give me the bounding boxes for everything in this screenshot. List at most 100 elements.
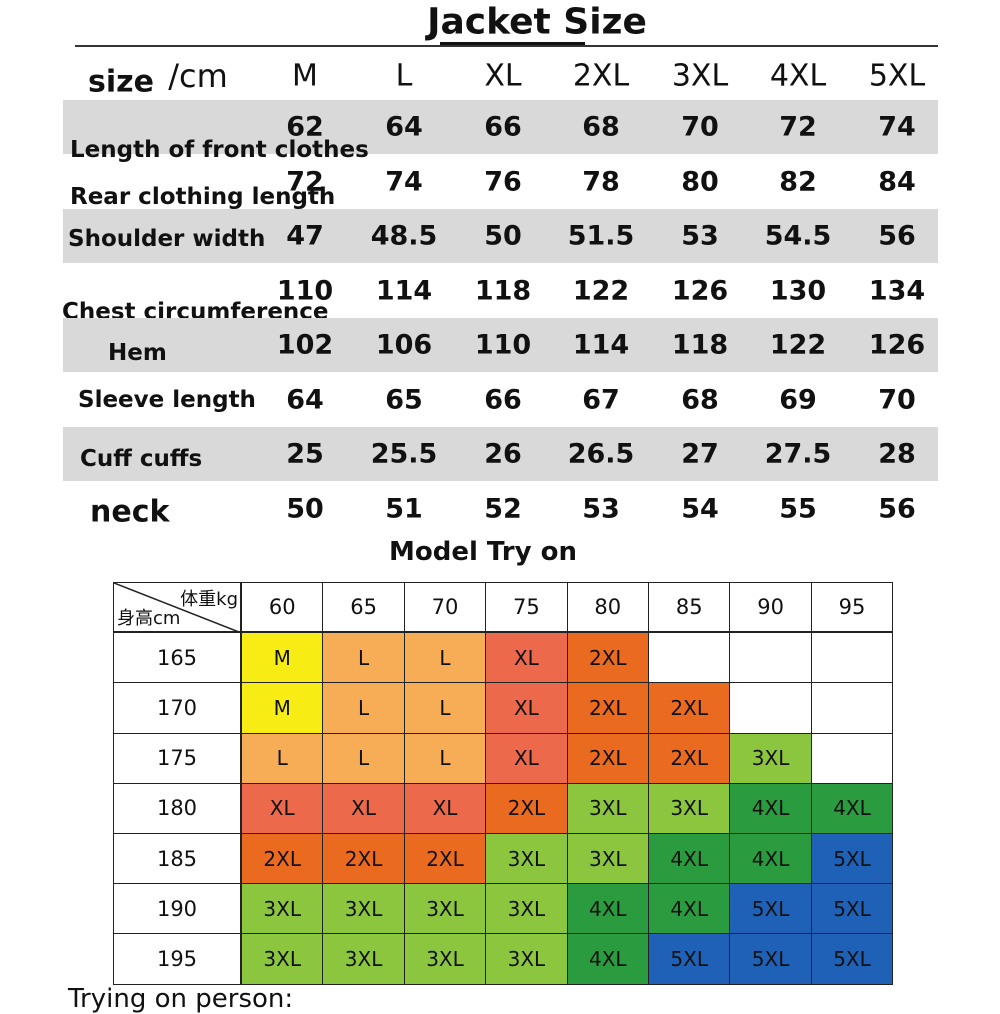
height-label: 身高cm: [117, 608, 181, 630]
size-cell: 2XL: [322, 833, 405, 885]
size-cell: 3XL: [322, 933, 405, 985]
row-label: Hem: [108, 340, 167, 366]
height-header: 185: [113, 833, 241, 885]
size-header: XL: [484, 58, 522, 94]
row-label: Cuff cuffs: [80, 446, 203, 472]
row-value: 27: [681, 438, 719, 470]
size-cell: 3XL: [322, 883, 405, 935]
title-rule: [75, 45, 938, 47]
row-value: 118: [474, 275, 532, 306]
weight-header: 95: [810, 582, 894, 633]
weight-header: 90: [729, 582, 812, 633]
size-label: size: [88, 64, 154, 100]
row-value: 26: [484, 438, 522, 470]
row-value: 27.5: [764, 438, 832, 470]
size-cell: XL: [485, 682, 568, 734]
size-cell: 3XL: [485, 833, 568, 885]
row-value: 53: [582, 493, 620, 524]
row-value: 110: [276, 275, 334, 306]
row-value: 25: [286, 438, 324, 470]
row-value: 50: [286, 493, 324, 524]
size-header: 2XL: [572, 58, 630, 94]
size-cell: 2XL: [566, 682, 649, 734]
row-value: 47: [286, 220, 324, 252]
size-cell: L: [403, 632, 487, 684]
row-value: 54.5: [764, 220, 832, 252]
weight-header: 75: [485, 582, 568, 633]
row-stripe: [63, 100, 938, 154]
row-value: 48.5: [370, 220, 438, 252]
size-cell: 3XL: [403, 933, 487, 985]
size-cell: 5XL: [810, 833, 894, 885]
corner-cell: 体重kg 身高cm: [113, 582, 242, 634]
size-cell: [810, 732, 894, 784]
model-title: Model Try on: [388, 537, 578, 567]
size-cell: L: [403, 682, 487, 734]
height-header: 180: [113, 782, 241, 834]
size-cell: XL: [403, 782, 487, 834]
row-value: 28: [878, 438, 916, 470]
row-value: 56: [878, 493, 916, 524]
row-value: 68: [681, 384, 719, 415]
size-cell: 3XL: [566, 782, 649, 834]
size-header: 4XL: [769, 58, 827, 94]
size-cell: 5XL: [810, 883, 894, 935]
row-value: 54: [681, 493, 719, 524]
row-value: 52: [484, 493, 522, 524]
size-cell: M: [241, 632, 324, 684]
unit-label: /cm: [168, 57, 228, 95]
weight-header: 70: [403, 582, 487, 633]
row-label: Sleeve length: [78, 387, 256, 413]
size-cell: 4XL: [729, 833, 812, 885]
row-value: 55: [779, 493, 817, 524]
size-cell: L: [241, 732, 324, 784]
title-underline: [440, 42, 585, 45]
size-cell: L: [403, 732, 487, 784]
row-value: 64: [286, 384, 324, 415]
weight-header: 80: [566, 582, 649, 633]
size-cell: 2XL: [566, 632, 649, 684]
size-cell: 4XL: [566, 933, 649, 985]
row-value: 53: [681, 220, 719, 252]
size-cell: 5XL: [729, 883, 812, 935]
weight-header: 65: [322, 582, 405, 633]
size-cell: [729, 682, 812, 734]
size-cell: 3XL: [485, 933, 568, 985]
size-cell: L: [322, 732, 405, 784]
row-value: 70: [878, 384, 916, 415]
size-cell: 3XL: [241, 883, 324, 935]
row-value: 118: [671, 329, 729, 361]
row-value: 51.5: [567, 220, 635, 252]
row-value: 56: [878, 220, 916, 252]
row-value: 126: [868, 329, 926, 361]
row-stripe: [63, 318, 938, 372]
row-value: 74: [385, 166, 423, 197]
row-value: 62: [286, 111, 324, 143]
row-value: 72: [779, 111, 817, 143]
size-cell: [810, 632, 894, 684]
size-cell: XL: [241, 782, 324, 834]
row-label: Length of front clothes: [70, 137, 369, 163]
height-header: 190: [113, 883, 241, 935]
size-cell: 5XL: [648, 933, 731, 985]
weight-header: 85: [648, 582, 731, 633]
row-label: neck: [90, 494, 170, 530]
size-cell: XL: [485, 732, 568, 784]
size-header: L: [395, 58, 413, 94]
size-cell: 3XL: [729, 732, 812, 784]
size-cell: [729, 632, 812, 684]
row-value: 82: [779, 166, 817, 197]
row-value: 50: [484, 220, 522, 252]
row-value: 69: [779, 384, 817, 415]
size-cell: 3XL: [648, 782, 731, 834]
size-header: M: [292, 58, 318, 94]
row-value: 64: [385, 111, 423, 143]
row-value: 65: [385, 384, 423, 415]
row-label: Rear clothing length: [70, 184, 336, 210]
corner-diagonal: [114, 583, 242, 634]
size-cell: L: [322, 682, 405, 734]
row-value: 25.5: [370, 438, 438, 470]
size-cell: 4XL: [566, 883, 649, 935]
row-stripe: [63, 209, 938, 263]
